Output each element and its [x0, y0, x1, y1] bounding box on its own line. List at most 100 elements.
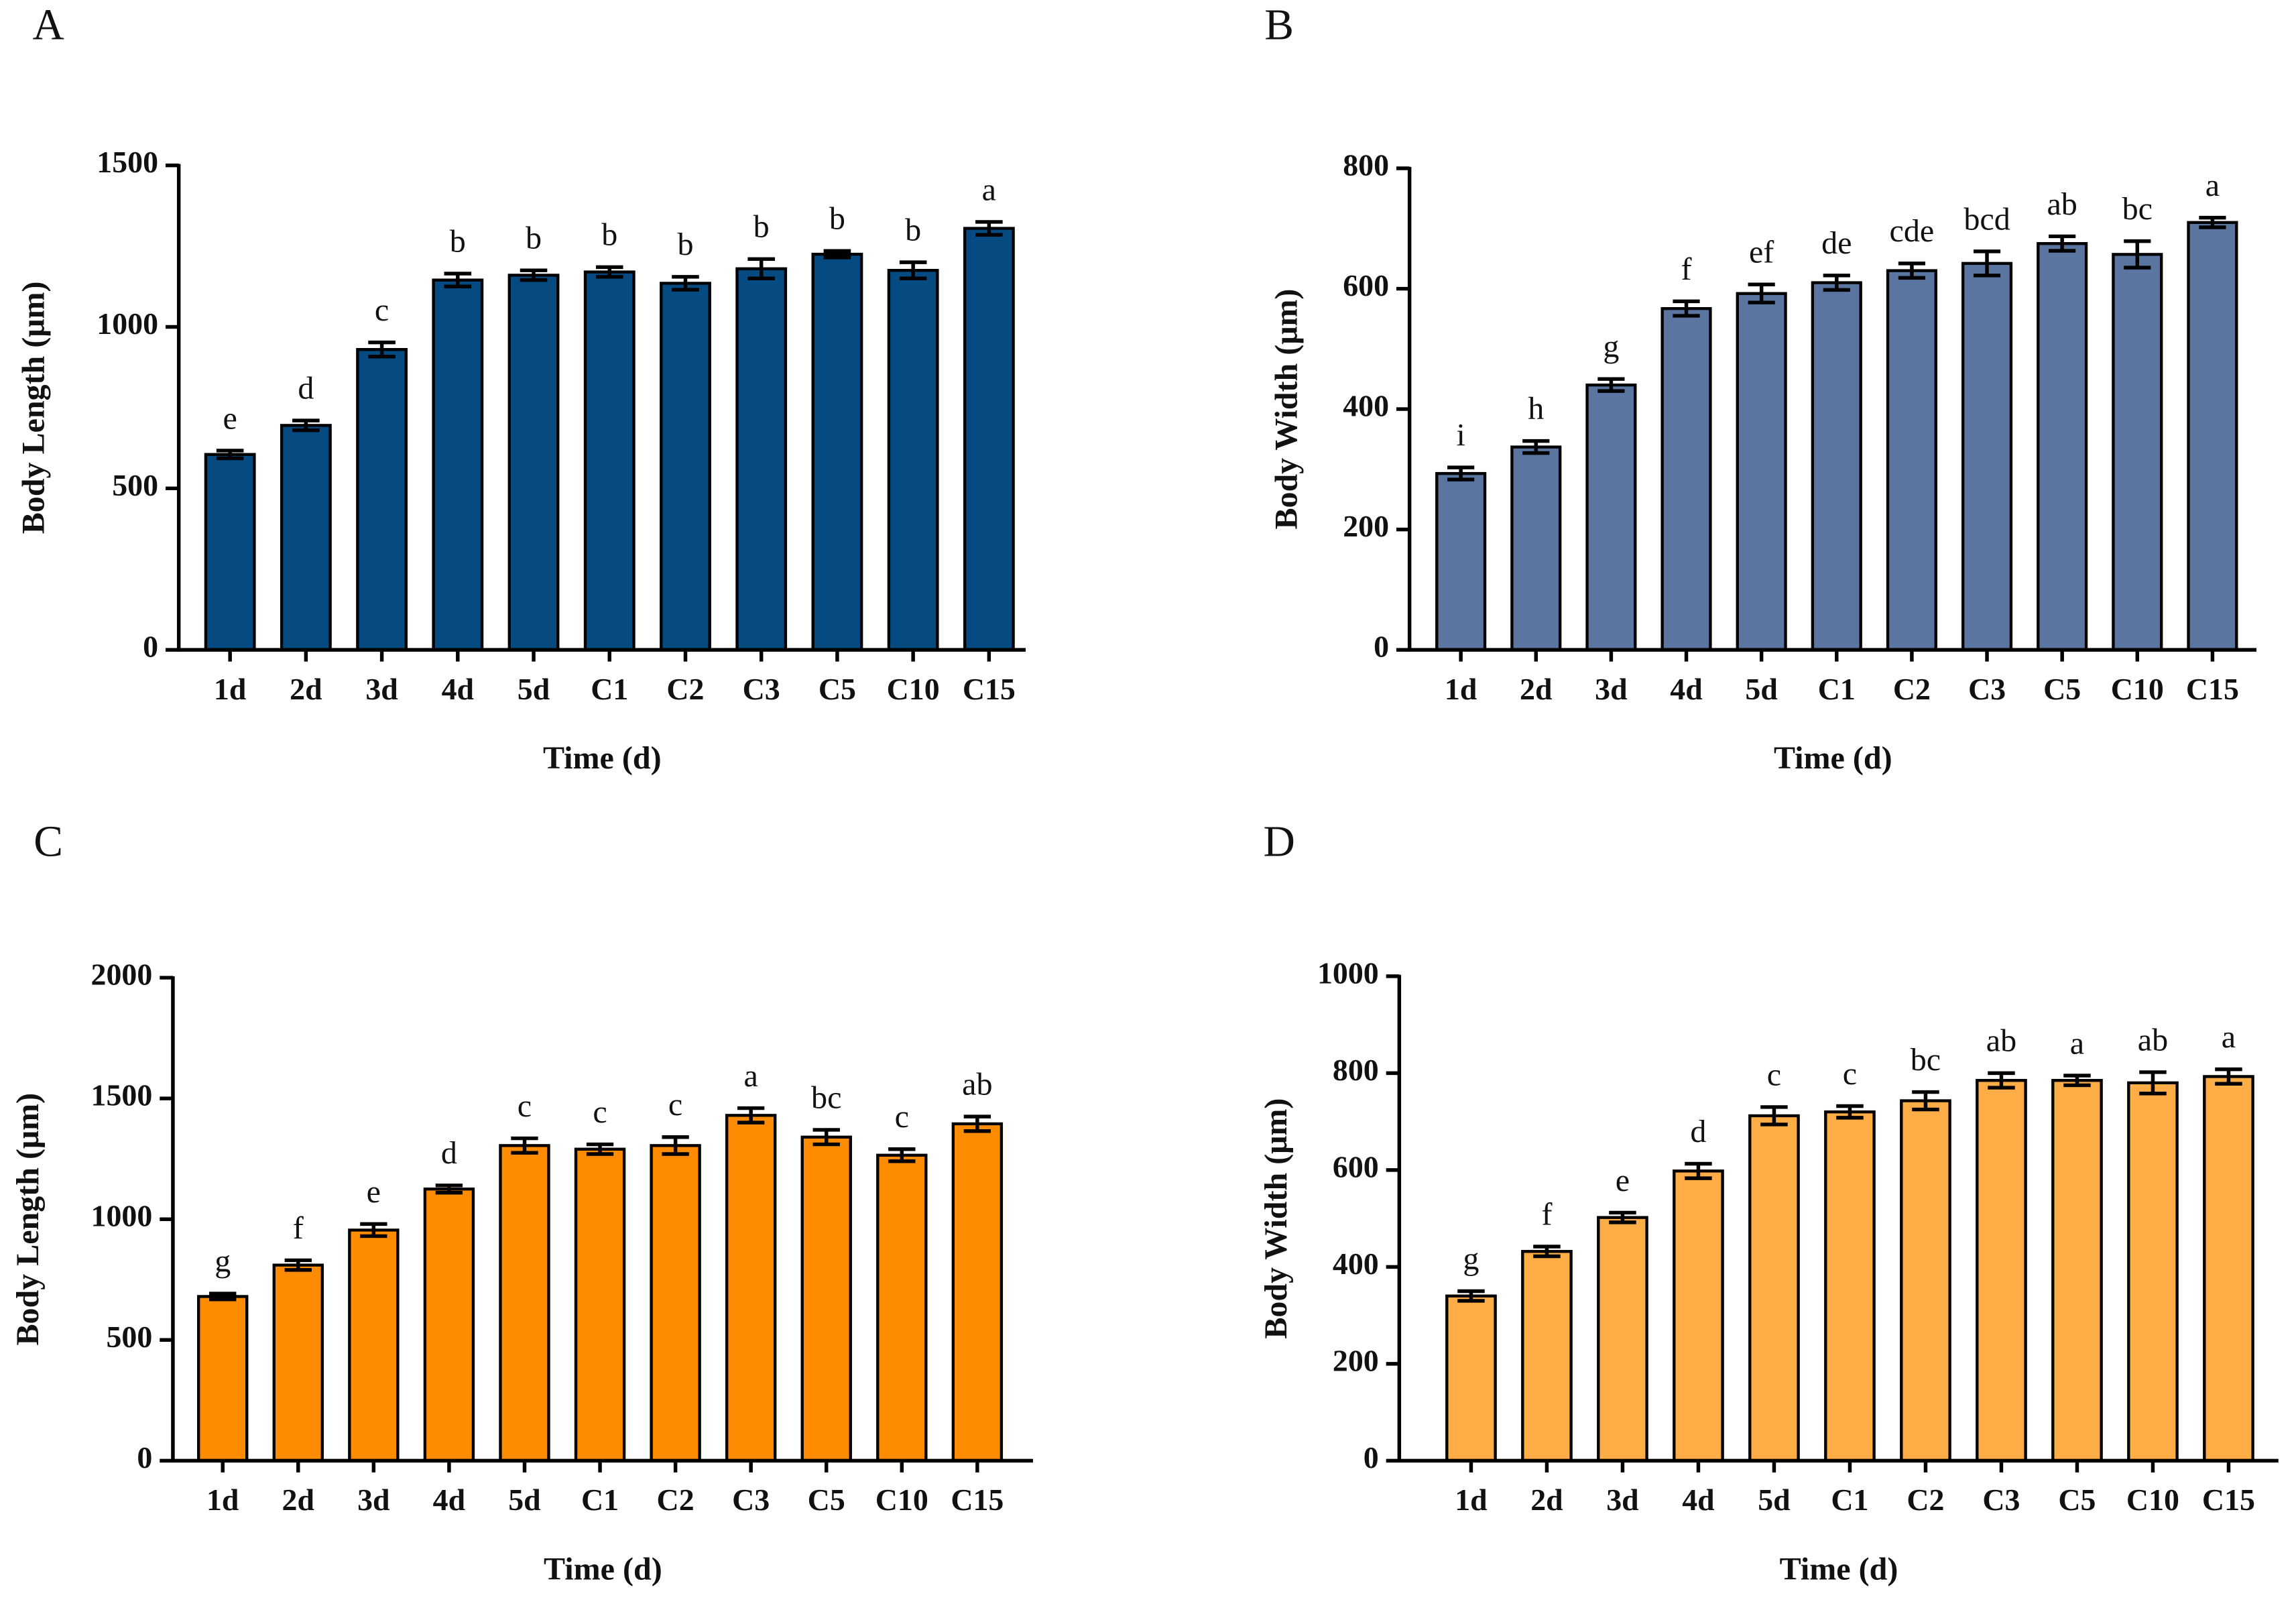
x-tick-label: 4d — [433, 1483, 465, 1517]
bar — [1900, 1099, 1951, 1462]
significance-letter: d — [1690, 1114, 1706, 1149]
y-tick-label: 400 — [1343, 389, 1389, 423]
significance-letter: bc — [811, 1080, 841, 1115]
x-tick-label: C15 — [951, 1483, 1004, 1517]
y-tick-label: 1000 — [97, 306, 158, 341]
x-tick-label: 5d — [1758, 1483, 1790, 1517]
error-bar — [511, 1136, 538, 1155]
error-bar — [368, 340, 396, 359]
y-tick-label: 1500 — [91, 1078, 153, 1112]
y-tick-label: 2000 — [91, 958, 153, 992]
bar — [2051, 1079, 2103, 1462]
x-tick-label: C1 — [1818, 672, 1856, 706]
error-bar — [2124, 239, 2151, 270]
bar — [1886, 269, 1937, 652]
y-tick-label: 0 — [1374, 630, 1389, 664]
x-tick-label: C15 — [2202, 1483, 2255, 1517]
significance-letter: e — [367, 1174, 381, 1210]
x-tick-label: C2 — [666, 672, 704, 706]
y-axis-label: Body Width (μm) — [1258, 1098, 1294, 1339]
bar — [1585, 383, 1637, 652]
error-bar — [209, 1291, 237, 1302]
bar — [356, 348, 408, 652]
x-tick-label: 2d — [1530, 1483, 1563, 1517]
significance-letter: ab — [2047, 186, 2077, 222]
x-tick-label: 3d — [1606, 1483, 1638, 1517]
significance-letter: ab — [1986, 1023, 2016, 1059]
panel-label: B — [1264, 1, 1294, 50]
y-tick-label: 400 — [1333, 1247, 1379, 1281]
x-tick-label: C1 — [1831, 1483, 1868, 1517]
significance-letter: a — [2222, 1019, 2236, 1055]
x-tick-label: 1d — [214, 672, 246, 706]
bar — [660, 282, 711, 652]
significance-letter: d — [298, 371, 314, 406]
bar — [2112, 253, 2163, 652]
bar — [1824, 1110, 1876, 1462]
x-tick-label: C2 — [1893, 672, 1931, 706]
error-bar — [1609, 1210, 1636, 1224]
y-tick-label: 800 — [1333, 1053, 1379, 1087]
x-tick-label: C10 — [887, 672, 940, 706]
bar — [811, 252, 863, 652]
error-bar — [1533, 1245, 1561, 1259]
significance-letter: c — [668, 1087, 682, 1123]
x-tick-label: 1d — [1455, 1483, 1487, 1517]
error-bar — [1836, 1104, 1864, 1120]
bar — [197, 1295, 249, 1462]
significance-letter: bc — [1911, 1042, 1941, 1078]
bar — [2203, 1075, 2254, 1462]
error-bar — [284, 1258, 312, 1272]
x-tick-label: C10 — [875, 1483, 928, 1517]
bar — [1961, 262, 2013, 652]
y-tick-label: 1000 — [1317, 956, 1379, 990]
y-tick-label: 600 — [1333, 1149, 1379, 1184]
significance-letter: f — [1681, 251, 1692, 287]
y-tick-label: 200 — [1333, 1343, 1379, 1377]
x-tick-label: C5 — [2043, 672, 2081, 706]
error-bar — [595, 265, 623, 279]
x-tick-label: 3d — [357, 1483, 389, 1517]
bar — [1748, 1114, 1800, 1462]
x-tick-label: 4d — [442, 672, 474, 706]
x-axis-label: Time (d) — [544, 1551, 662, 1587]
significance-letter: ab — [2138, 1022, 2168, 1057]
error-bar — [1522, 439, 1550, 455]
x-tick-label: 2d — [282, 1483, 314, 1517]
significance-letter: c — [1843, 1056, 1857, 1092]
error-bar — [1912, 1090, 1939, 1112]
error-bar — [1973, 249, 2001, 278]
error-bar — [444, 272, 472, 288]
y-tick-label: 600 — [1343, 268, 1389, 302]
significance-letter: b — [450, 223, 466, 259]
significance-letter: a — [982, 172, 996, 207]
x-tick-label: C10 — [2111, 672, 2164, 706]
y-tick-label: 0 — [1364, 1440, 1379, 1475]
bar — [1673, 1169, 1724, 1462]
x-tick-label: C3 — [1982, 1483, 2020, 1517]
y-axis-label: Body Length (μm) — [10, 1093, 46, 1346]
error-bar — [1597, 377, 1625, 393]
x-tick-label: 2d — [290, 672, 322, 706]
bar — [507, 274, 560, 652]
significance-letter: a — [744, 1058, 758, 1094]
bar — [725, 1114, 777, 1462]
x-tick-label: 1d — [1445, 672, 1477, 706]
x-tick-label: C3 — [1968, 672, 2006, 706]
error-bar — [2063, 1074, 2091, 1088]
significance-letter: e — [1616, 1163, 1630, 1198]
bar — [2127, 1081, 2179, 1462]
bar — [2037, 242, 2088, 652]
x-tick-label: C2 — [1907, 1483, 1944, 1517]
significance-letter: b — [526, 221, 542, 256]
x-tick-label: 5d — [508, 1483, 540, 1517]
bar — [735, 267, 788, 652]
significance-letter: b — [677, 227, 693, 262]
bar — [650, 1144, 701, 1462]
error-bar — [737, 1106, 765, 1125]
error-bar — [292, 418, 320, 433]
x-tick-label: C15 — [2186, 672, 2239, 706]
error-bar — [1748, 282, 1775, 304]
error-bar — [360, 1222, 387, 1239]
